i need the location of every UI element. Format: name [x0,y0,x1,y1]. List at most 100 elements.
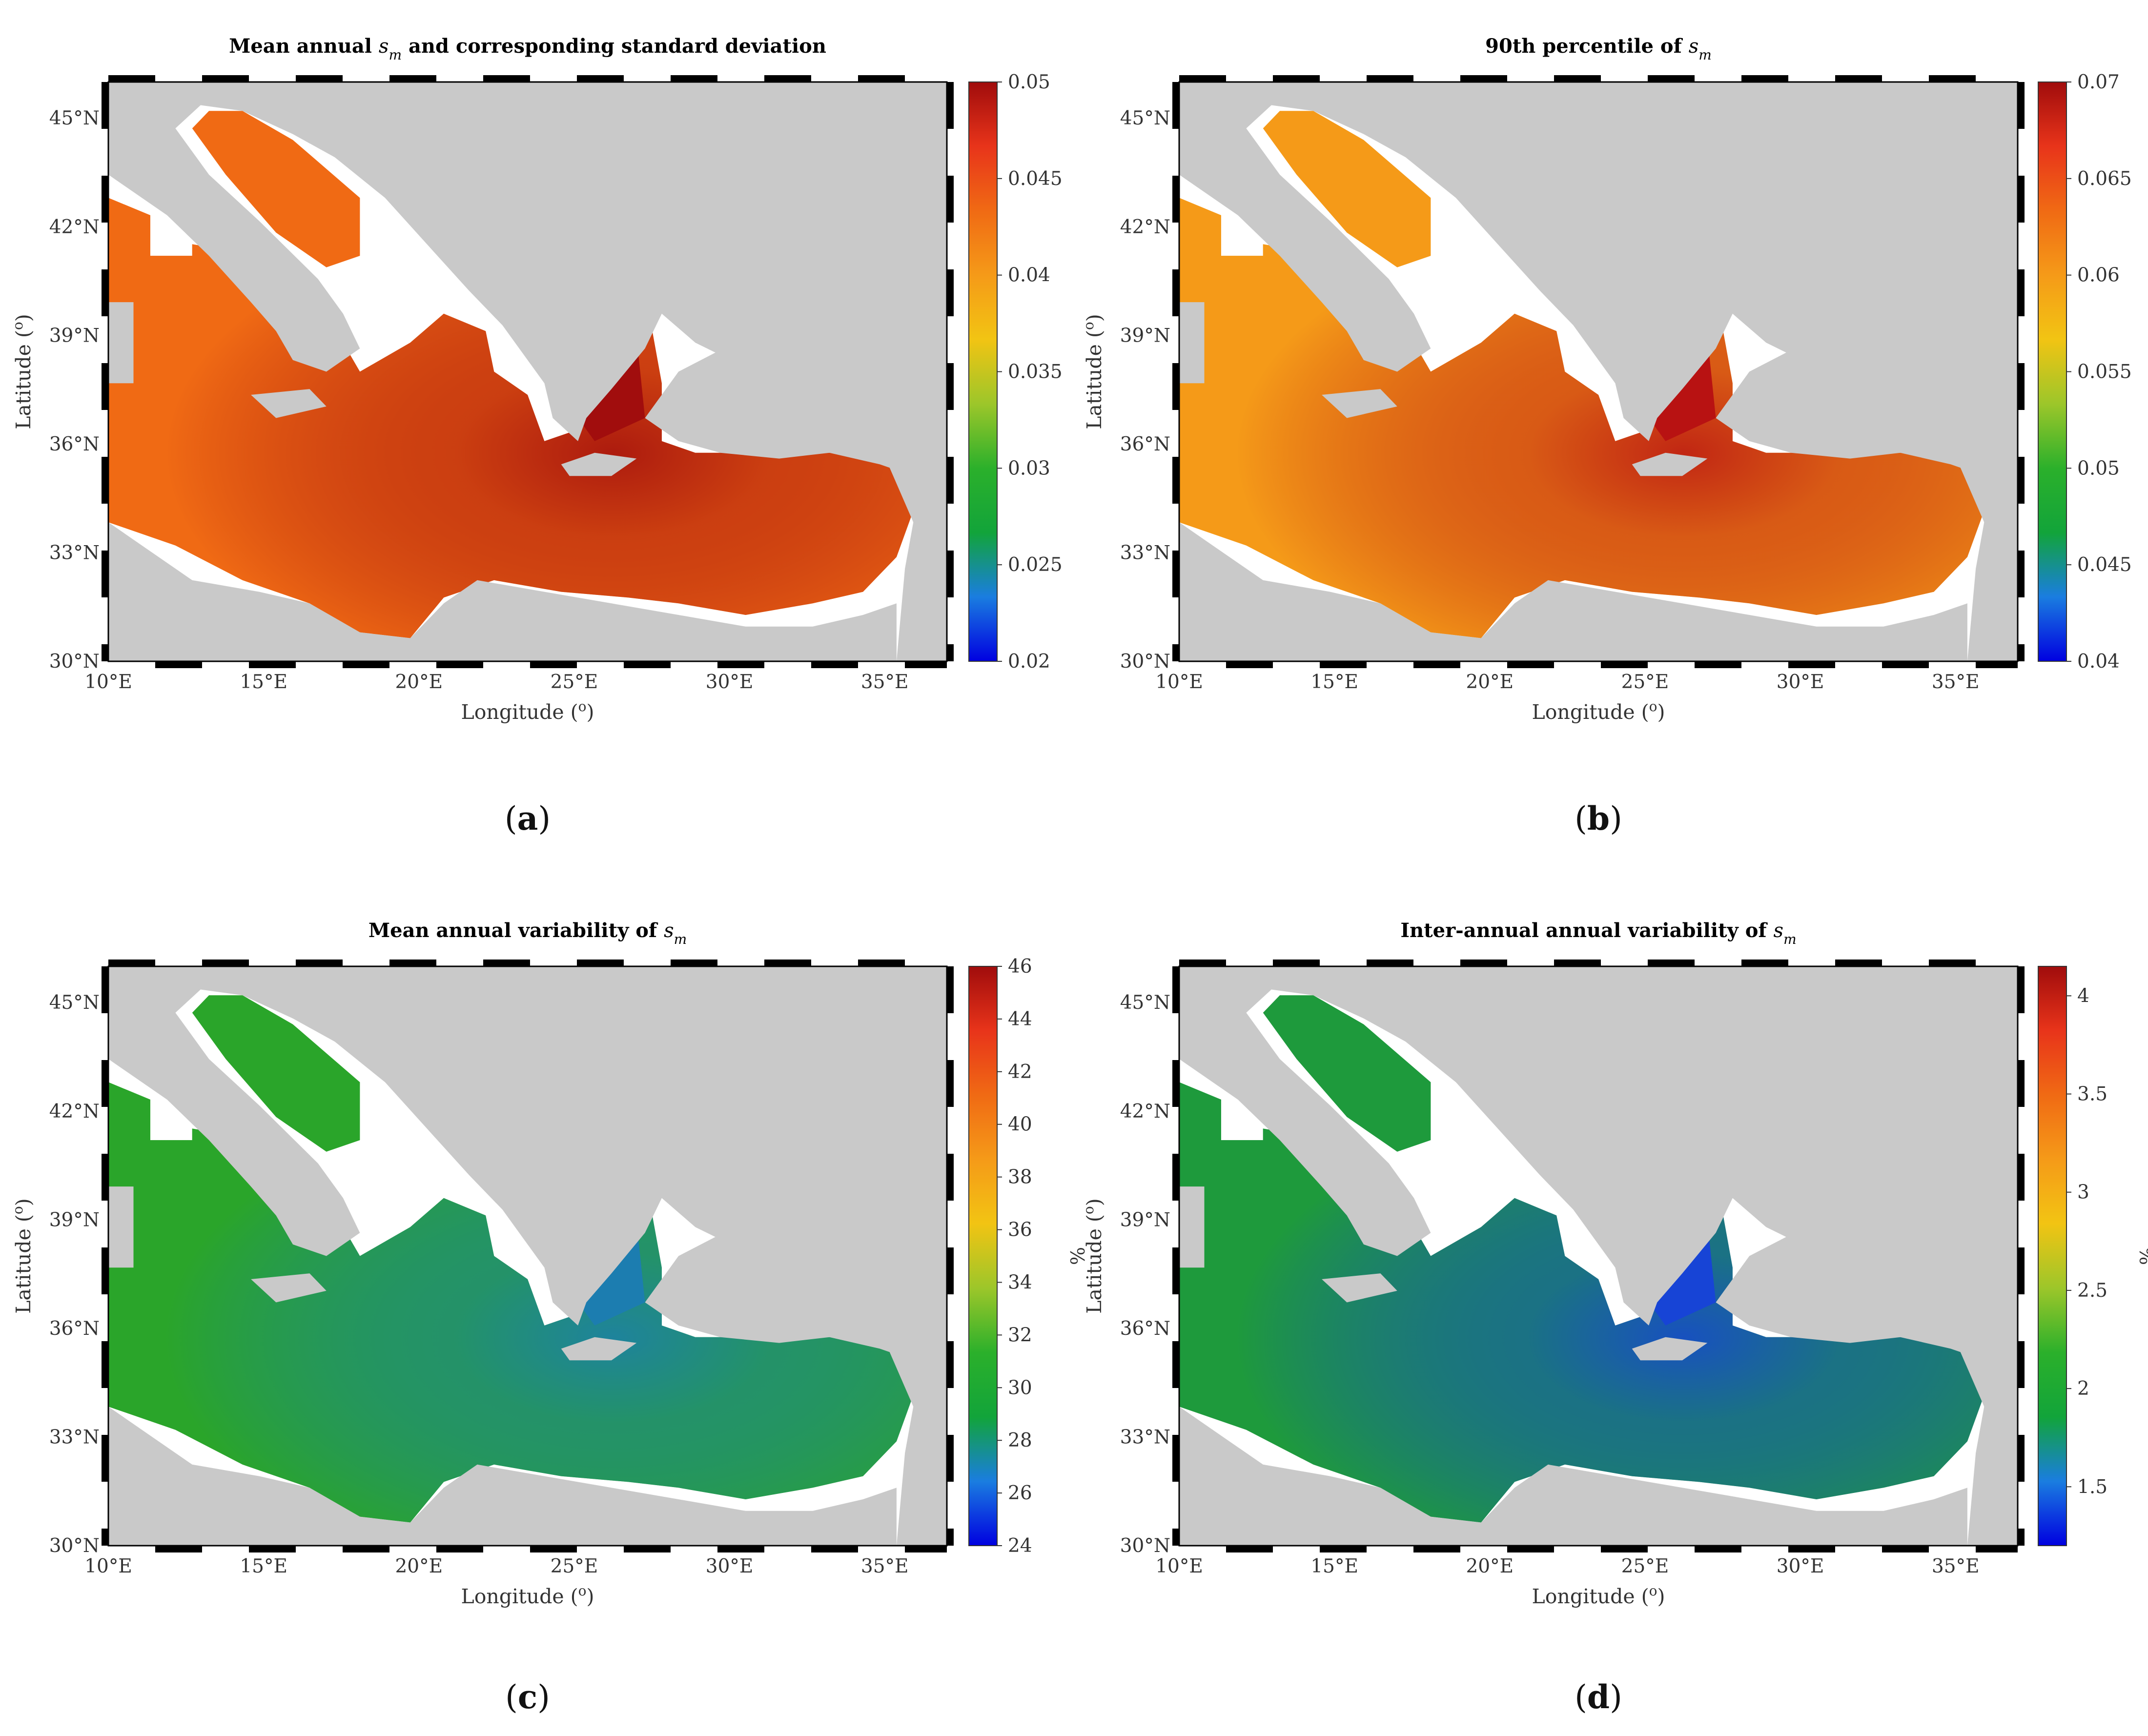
data-field-adriatic [1263,995,1431,1152]
frame-dash [1320,661,1367,668]
panel-letter: (d) [1575,1678,1622,1716]
frame-dash [530,1546,577,1552]
frame-dash [947,176,954,223]
land-cyprus [821,1296,872,1326]
frame-dash [102,1435,108,1482]
frame-dash [202,75,249,82]
y-tick-label: 42°N [1120,1101,1170,1123]
data-field-adriatic [1263,111,1431,267]
frame-dash [1172,82,1179,129]
y-tick-label: 39°N [1120,1209,1170,1231]
colorbar-tick-label: 44 [1008,1008,1032,1030]
frame-dash [1695,1546,1741,1552]
frame-dash [1172,269,1179,316]
panel-a: Mean annual sm and corresponding standar… [10,35,1063,837]
frame-dash [108,75,155,82]
frame-dash [1460,75,1507,82]
y-tick-label: 42°N [1120,216,1170,238]
colorbar-tick-label: 0.05 [1008,71,1050,93]
panel-title: Mean annual sm and corresponding standar… [229,35,826,63]
y-tick-label: 45°N [1120,107,1170,129]
frame-dash [1976,1546,2018,1552]
frame-dash [764,75,811,82]
frame-dash [1460,960,1507,966]
colorbar-tick-label: 38 [1008,1166,1032,1188]
frame-dash [947,1435,954,1482]
frame-dash [1835,75,1882,82]
frame-dash [1788,661,1835,668]
colorbar-tick-label: 0.04 [2077,651,2120,673]
frame-dash [2018,1154,2025,1201]
panel-b: 90th percentile of sm 10°E 15°E 20°E 25°E 30°… [1081,35,2132,837]
frame-dash [1741,960,1788,966]
colorbar-tick-label: 40 [1008,1114,1032,1136]
panel-letter: (a) [505,799,551,837]
frame-dash [108,960,155,966]
colorbar-tick-label: 0.065 [2077,168,2132,190]
colorbar-tick-label: 0.045 [1008,168,1063,190]
frame-dash [577,75,624,82]
colorbar-tick-label: 2.5 [2077,1280,2107,1302]
frame-dash [343,1546,389,1552]
title-subscript: m [1783,931,1797,947]
frame-dash [1172,176,1179,223]
x-tick-label: 25°E [551,1555,598,1577]
x-axis-label: Longitude (o) [461,1583,594,1608]
frame-dash [296,960,343,966]
frame-dash [202,960,249,966]
frame-dash [624,661,671,668]
y-axis-label: Latitude (o) [1081,1198,1106,1314]
frame-dash [102,966,108,1013]
x-tick-label: 30°E [1777,1555,1824,1577]
frame-dash [2018,1435,2025,1482]
frame-dash [2018,1247,2025,1294]
land-crete [561,1337,637,1361]
frame-dash [947,269,954,316]
y-tick-label: 30°N [1120,651,1170,673]
colorbar-tick-label: 34 [1008,1271,1032,1293]
colorbar-tick-label: 0.035 [1008,361,1063,383]
y-tick-label: 36°N [1120,433,1170,455]
panel-title: 90th percentile of sm [1485,35,1712,63]
land-sardinia [108,302,134,384]
title-variable: s [664,919,674,942]
frame-dash [1788,1546,1835,1552]
land-sardinia [108,1186,134,1268]
frame-dash [483,960,530,966]
y-tick-label: 36°N [49,1318,100,1340]
frame-dash [1413,661,1460,668]
frame-dash [102,363,108,410]
frame-dash [102,644,108,661]
x-tick-label: 35°E [1932,671,1980,693]
frame-dash [1172,551,1179,597]
land-anatolia [645,1175,947,1372]
frame-dash [1172,1341,1179,1388]
frame-dash [947,457,954,504]
frame-dash [947,82,954,129]
colorbar-unit-label: % [2135,1247,2148,1265]
title-subscript: m [674,931,687,947]
data-field-gradient [108,1082,922,1523]
frame-dash [1172,1529,1179,1546]
y-tick-label: 39°N [1120,325,1170,347]
land-levant [1959,1348,2018,1546]
title-text: Mean annual [229,35,379,58]
frame-dash [671,960,717,966]
x-tick-label: 10°E [1155,1555,1203,1577]
land-sicily [1322,389,1397,418]
land-africa [1179,1407,1967,1546]
land-levant [1959,464,2018,661]
frame-dash [764,960,811,966]
frame-dash [1601,661,1648,668]
x-tick-label: 20°E [1466,671,1514,693]
colorbar-tick-label: 36 [1008,1219,1032,1241]
land-africa [108,522,897,661]
colorbar-tick-label: 42 [1008,1061,1032,1083]
x-tick-label: 25°E [1621,671,1669,693]
frame-dash [2018,269,2025,316]
frame-dash [102,269,108,316]
x-tick-label: 15°E [240,671,287,693]
frame-dash [577,960,624,966]
frame-dash [1929,75,1976,82]
